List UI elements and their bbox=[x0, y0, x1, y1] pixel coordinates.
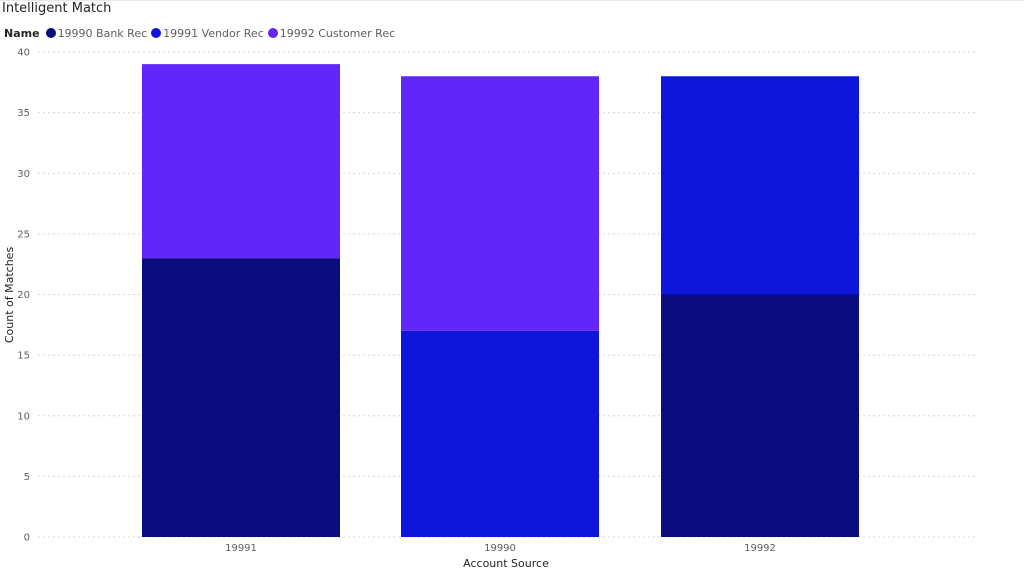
y-tick-label: 0 bbox=[24, 533, 30, 544]
bar-19990-segment-0[interactable] bbox=[401, 330, 599, 537]
legend-item-vendor-rec[interactable]: 19991 Vendor Rec bbox=[151, 27, 264, 40]
x-tick-label: 19992 bbox=[744, 543, 776, 554]
bar-19992-segment-1[interactable] bbox=[661, 76, 859, 295]
bar-19990-segment-1[interactable] bbox=[401, 76, 599, 331]
legend-swatch-vendor-rec bbox=[151, 28, 162, 38]
bar-19991-segment-0[interactable] bbox=[142, 258, 340, 537]
y-axis-ticks: 0 5 10 15 20 25 30 35 40 bbox=[17, 48, 30, 544]
chart-title: Intelligent Match bbox=[2, 1, 112, 16]
legend-item-bank-rec[interactable]: 19990 Bank Rec bbox=[45, 26, 148, 40]
y-axis-title: Count of Matches bbox=[3, 247, 16, 344]
legend-label-bank-rec: 19990 Bank Rec bbox=[57, 26, 148, 40]
y-tick-label: 10 bbox=[17, 411, 30, 422]
x-tick-label: 19991 bbox=[225, 543, 257, 554]
legend-item-customer-rec[interactable]: 19992 Customer Rec bbox=[267, 26, 396, 40]
y-tick-label: 15 bbox=[17, 351, 30, 362]
x-tick-label: 19990 bbox=[484, 543, 516, 554]
x-axis-ticks: 19991 19990 19992 bbox=[225, 543, 776, 554]
y-tick-label: 5 bbox=[24, 472, 30, 483]
y-tick-label: 35 bbox=[17, 108, 30, 119]
legend-label-customer-rec: 19992 Customer Rec bbox=[279, 26, 396, 40]
legend-title: Name bbox=[4, 26, 40, 40]
top-border bbox=[0, 0, 1024, 1]
y-tick-label: 40 bbox=[17, 48, 30, 59]
bars bbox=[142, 64, 859, 537]
legend-swatch-customer-rec bbox=[267, 28, 278, 38]
bar-19992-segment-0[interactable] bbox=[661, 294, 859, 538]
legend: Name 19990 Bank Rec 19991 Vendor Rec 199… bbox=[4, 26, 399, 40]
legend-swatch-bank-rec bbox=[45, 28, 56, 38]
y-tick-label: 20 bbox=[17, 290, 30, 301]
y-tick-label: 30 bbox=[17, 169, 30, 180]
bar-19991-segment-1[interactable] bbox=[142, 64, 340, 259]
x-axis-title: Account Source bbox=[463, 557, 549, 570]
legend-label-vendor-rec: 19991 Vendor Rec bbox=[163, 26, 264, 40]
y-tick-label: 25 bbox=[17, 229, 30, 240]
